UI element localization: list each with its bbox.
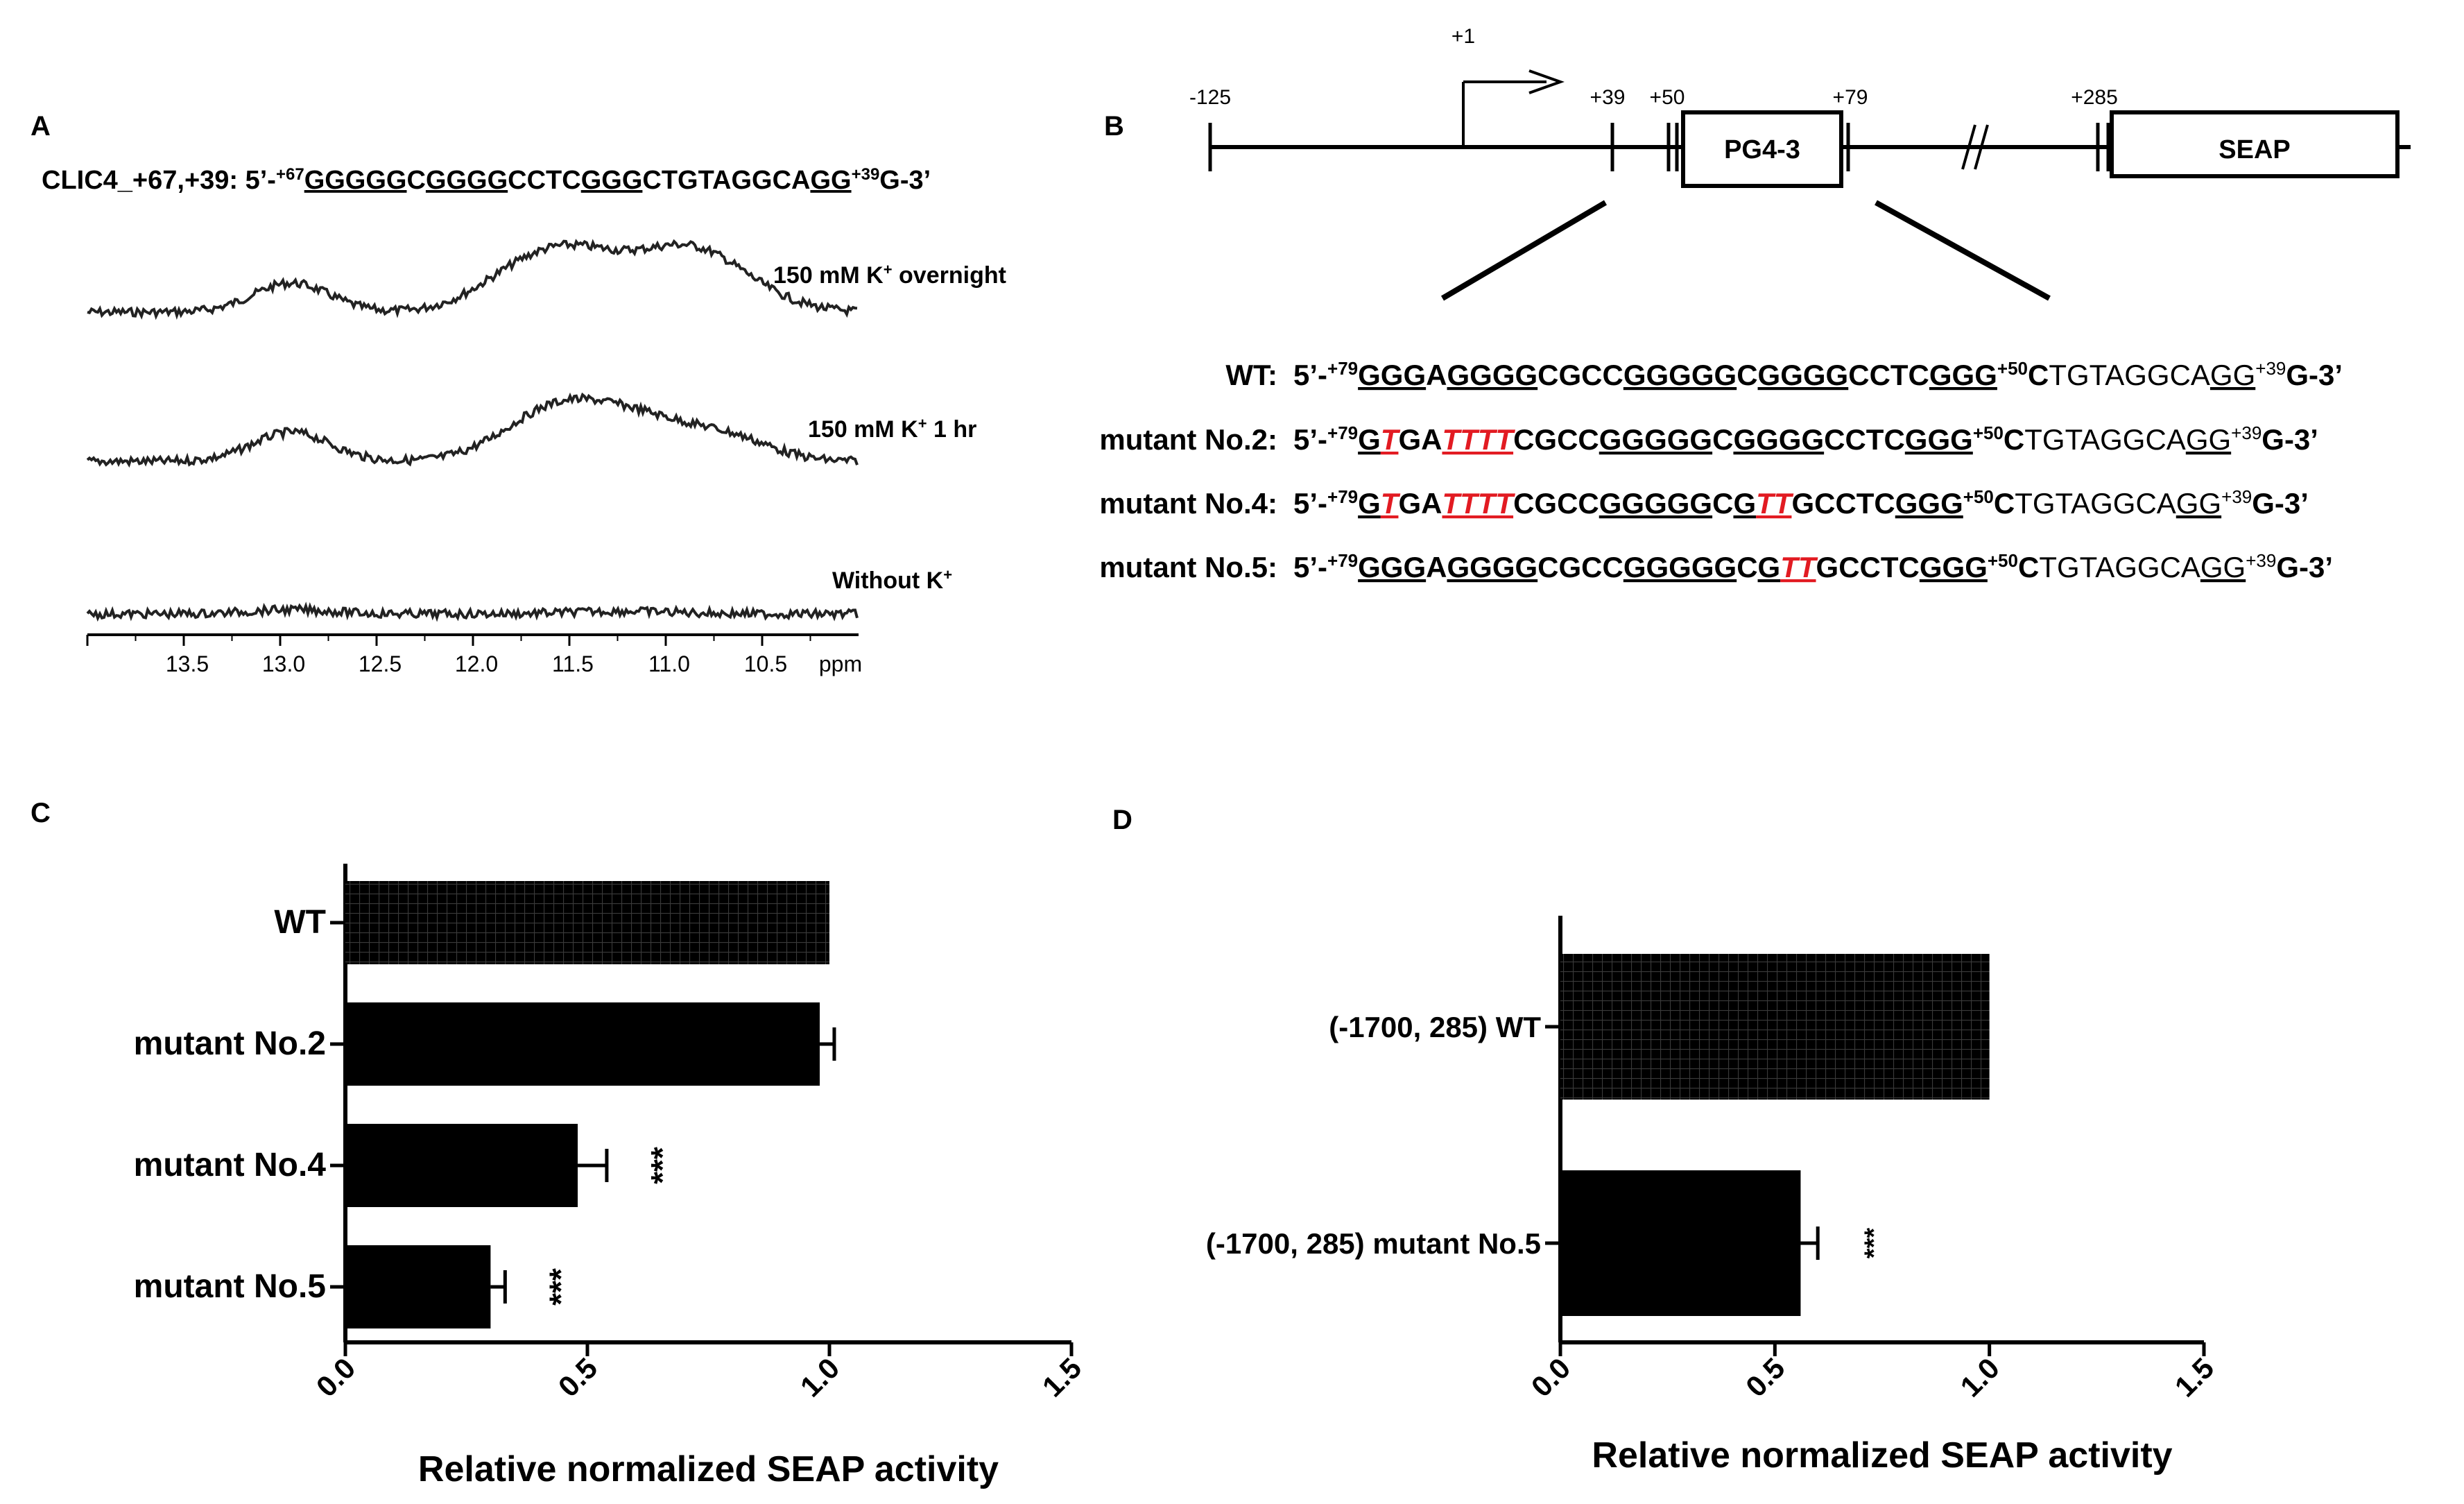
sequence-row: 5’-+79GGGAGGGGCGCCGGGGGCGGGGCCTCGGG+50CT… [1293, 358, 2343, 391]
ppm-axis: 13.5 13.0 12.5 12.0 11.5 11.0 10.5 ppm [86, 633, 862, 676]
sequence-row: 5’-+79GTGATTTTCGCCGGGGGCGGGGCCTCGGG+50CT… [1293, 422, 2318, 456]
category-label: mutant No.2 [134, 1025, 326, 1062]
trace-label-without-k: Without K+ [832, 566, 952, 595]
seap-box [2110, 110, 2400, 178]
map-break [1961, 124, 1976, 170]
ppm-tick-label: 13.5 [166, 651, 209, 676]
position-label: +285 [2071, 86, 2118, 109]
trace-label-1hr: 150 mM K+ 1 hr [808, 415, 976, 443]
ppm-tick-label: 11.5 [552, 651, 594, 676]
category-label: mutant No.5 [134, 1268, 326, 1305]
ppm-tick-label: 13.0 [262, 651, 305, 676]
sequence-row-label: mutant No.4: [1099, 487, 1277, 520]
panel-a: CLIC4_+67,+39: 5’-+67GGGGGCGGGGCCTCGGGCT… [42, 165, 1006, 677]
x-tick-label: 1.0 [794, 1351, 846, 1403]
x-tick-label: 1.5 [2169, 1351, 2221, 1403]
sequence-row: 5’-+79GTGATTTTCGCCGGGGGCGTTGCCTCGGG+50CT… [1293, 486, 2309, 520]
sequence-row-label: WT: [1225, 359, 1277, 391]
position-label: -125 [1189, 86, 1231, 109]
nmr-trace-without-k [86, 601, 859, 622]
category-label: (-1700, 285) WT [1329, 1011, 1541, 1043]
sequence-row: 5’-+79GGGAGGGGCGCCGGGGGCGTTGCCTCGGG+50CT… [1293, 550, 2333, 583]
x-axis-label: Relative normalized SEAP activity [1592, 1435, 2172, 1476]
tss-arrow-head [1528, 69, 1565, 94]
panel-label-c: C [31, 798, 51, 828]
x-tick-label: 0.5 [552, 1351, 604, 1403]
panel-a-sequence: CLIC4_+67,+39: 5’-+67GGGGGCGGGGCCTCGGGCT… [42, 165, 931, 196]
x-tick-label: 0.5 [1739, 1351, 1791, 1403]
x-tick-label: 0.0 [310, 1351, 362, 1403]
bar-chart-d: 0.0 0.5 1.0 1.5 Relative normalized SEAP act… [1206, 916, 2220, 1476]
zoom-line-left [1440, 200, 1608, 301]
x-tick-label: 0.0 [1525, 1351, 1577, 1403]
category-label: (-1700, 285) mutant No.5 [1206, 1227, 1541, 1260]
bar-mutant-no-5 [345, 1245, 491, 1328]
sequence-row-label: mutant No.5: [1099, 551, 1277, 583]
nmr-trace-overnight [87, 239, 858, 321]
panel-label-b: B [1104, 111, 1124, 142]
panel-label-d: D [1112, 805, 1132, 835]
x-tick-label: 1.5 [1036, 1351, 1088, 1403]
x-tick-label: 1.0 [1954, 1351, 2006, 1403]
nmr-trace-1hr [86, 392, 859, 468]
bar-mutant-no-4 [345, 1124, 578, 1207]
position-label: +79 [1833, 86, 1868, 109]
bar-mutant-no-2 [345, 1002, 820, 1086]
panel-label-a: A [31, 111, 51, 142]
significance-marker: *** [1860, 1228, 1889, 1259]
nmr-traces [86, 239, 859, 622]
position-label: +39 [1590, 86, 1626, 109]
pg4-3-label: PG4-3 [1724, 135, 1800, 164]
bar-wt [345, 881, 829, 964]
position-label: +50 [1650, 86, 1685, 109]
category-label: WT [274, 904, 326, 941]
position-label: +1 [1451, 25, 1475, 48]
ppm-tick-label: 12.5 [359, 651, 402, 676]
panel-b: PG4-3 SEAP -125 +1 +39 +50 +79 +285 WT: 5’-+79GG… [1099, 25, 2411, 583]
category-label: mutant No.4 [134, 1147, 327, 1183]
bar-1700-285-wt [1560, 954, 1990, 1100]
bar-1700-285-mutant-no-5 [1560, 1170, 1801, 1316]
sequence-rows: WT: 5’-+79GGGAGGGGCGCCGGGGGCGGGGCCTCGGG+5… [1099, 358, 2343, 583]
map-break [1974, 124, 1989, 170]
sequence-row-label: mutant No.2: [1099, 423, 1277, 456]
significance-marker: *** [542, 1268, 578, 1306]
significance-marker: *** [644, 1147, 680, 1184]
x-axis-label: Relative normalized SEAP activity [418, 1449, 999, 1489]
trace-label-overnight: 150 mM K+ overnight [773, 261, 1006, 289]
ppm-tick-label: 12.0 [455, 651, 498, 676]
ppm-tick-label: 11.0 [648, 651, 690, 676]
pg4-3-box [1681, 110, 1843, 188]
promoter-map: PG4-3 SEAP -125 +1 +39 +50 +79 +285 [1189, 25, 2411, 301]
zoom-line-right [1875, 200, 2051, 301]
seap-label: SEAP [2219, 135, 2290, 164]
ppm-tick-label: 10.5 [744, 651, 787, 676]
bar-chart-c: 0.0 0.5 1.0 1.5 Relative normalized SEAP act… [134, 864, 1088, 1489]
ppm-unit: ppm [819, 651, 862, 676]
panel-a-sequence-title: CLIC4_+67,+39: 5’-+67GGGGGCGGGGCCTCGGGCT… [42, 165, 931, 196]
